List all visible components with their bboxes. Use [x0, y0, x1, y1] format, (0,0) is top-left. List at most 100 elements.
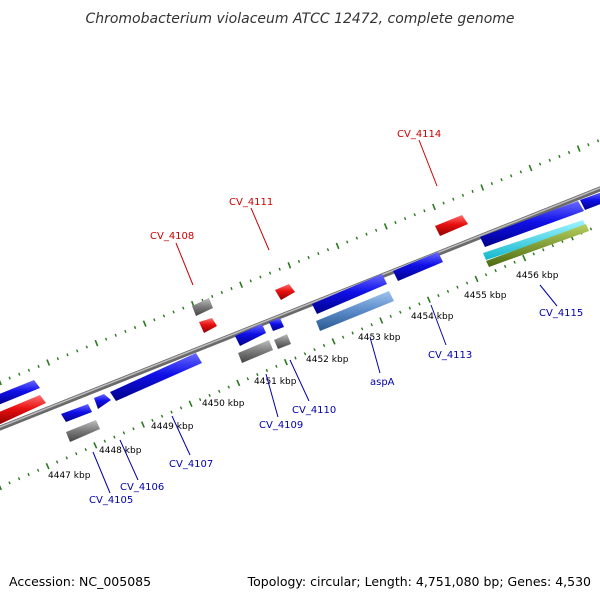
cds-reverse[interactable]	[435, 215, 468, 236]
tick-minor	[172, 310, 175, 314]
cds-forward[interactable]	[0, 380, 40, 405]
tick-minor	[294, 356, 297, 360]
tick-minor	[494, 269, 497, 273]
gene-label-CV_4108[interactable]: CV_4108	[150, 231, 194, 242]
tick-minor	[423, 209, 426, 213]
tick-major	[383, 223, 388, 230]
tick-major	[576, 145, 581, 152]
tick-minor	[75, 349, 79, 353]
tick-minor	[589, 227, 593, 231]
tick-minor	[317, 252, 320, 256]
tick-minor	[374, 228, 378, 232]
tick-major	[239, 281, 244, 289]
gene-label-CV_4111[interactable]: CV_4111	[229, 197, 273, 208]
tick-minor	[211, 294, 214, 298]
kbp-label: 4449 kbp	[151, 422, 194, 432]
tick-major	[45, 462, 50, 470]
tick-minor	[519, 170, 523, 174]
tick-minor	[370, 323, 373, 327]
gene-label-CV_4110[interactable]: CV_4110	[292, 405, 336, 416]
tick-minor	[326, 248, 330, 252]
tick-minor	[413, 213, 416, 217]
cds-reverse[interactable]	[0, 395, 46, 425]
gene-label-CV_4114[interactable]: CV_4114	[397, 129, 441, 140]
tick-major	[432, 203, 436, 211]
gene-label-CV_4109[interactable]: CV_4109	[259, 420, 303, 431]
tick-major	[0, 379, 2, 386]
tick-minor	[548, 158, 551, 162]
tick-minor	[8, 481, 11, 485]
cds-forward[interactable]	[110, 353, 202, 401]
tick-minor	[113, 435, 116, 439]
gene-label-CV_4113[interactable]: CV_4113	[428, 350, 472, 361]
rna-gene[interactable]	[192, 298, 213, 316]
tick-minor	[133, 325, 137, 330]
tick-minor	[75, 452, 78, 456]
tick-minor	[182, 306, 185, 310]
tick-minor	[55, 460, 59, 464]
tick-minor	[351, 331, 354, 335]
rna-gene[interactable]	[66, 420, 100, 442]
tick-minor	[153, 318, 156, 322]
kbp-label: 4453 kbp	[358, 333, 401, 343]
cds-reverse[interactable]	[199, 318, 217, 333]
kbp-label: 4447 kbp	[48, 471, 91, 481]
tick-minor	[36, 468, 40, 472]
cds-forward[interactable]	[235, 324, 266, 346]
gene-label-aspA[interactable]: aspA	[370, 377, 395, 388]
tick-major	[236, 379, 241, 387]
rna-gene[interactable]	[238, 340, 273, 363]
tick-minor	[198, 398, 202, 402]
tick-major	[379, 317, 384, 324]
cds-forward[interactable]	[580, 192, 600, 210]
map-title: Chromobacterium violaceum ATCC 12472, co…	[85, 11, 514, 27]
cds-forward[interactable]	[393, 252, 443, 281]
tick-minor	[403, 217, 407, 221]
olive-track[interactable]	[486, 224, 589, 267]
tick-minor	[27, 472, 30, 477]
tick-minor	[442, 201, 445, 205]
aspA-gene[interactable]	[316, 291, 394, 331]
tick-minor	[170, 410, 173, 414]
tick-minor	[124, 329, 127, 333]
gene-label-CV_4105[interactable]: CV_4105	[89, 495, 133, 506]
tick-minor	[85, 345, 88, 349]
cyan-track[interactable]	[483, 220, 586, 260]
cds-forward[interactable]	[480, 201, 584, 247]
tick-minor	[37, 364, 40, 368]
tick-minor	[303, 352, 307, 356]
tick-minor	[360, 327, 364, 331]
tick-minor	[465, 281, 469, 285]
tick-minor	[122, 431, 126, 435]
tick-major	[0, 485, 3, 491]
gene-label-CV_4106[interactable]: CV_4106	[120, 482, 164, 493]
tick-minor	[27, 368, 31, 372]
rna-gene[interactable]	[274, 334, 291, 349]
gene-label-CV_4115[interactable]: CV_4115	[539, 308, 583, 319]
tick-minor	[510, 174, 513, 178]
tick-minor	[220, 290, 224, 295]
tick-minor	[389, 314, 392, 318]
tick-minor	[346, 240, 349, 244]
tick-minor	[567, 150, 571, 155]
tick-minor	[456, 285, 459, 289]
tick-major	[528, 164, 533, 172]
tick-minor	[179, 406, 183, 410]
cds-forward[interactable]	[94, 394, 111, 409]
gene-label-CV_4107[interactable]: CV_4107	[169, 459, 213, 470]
kbp-label: 4454 kbp	[411, 312, 454, 322]
tick-minor	[596, 139, 600, 143]
cds-forward[interactable]	[269, 318, 284, 331]
tick-minor	[503, 264, 507, 268]
tick-minor	[132, 427, 135, 431]
tick-minor	[104, 337, 108, 341]
tick-major	[522, 254, 527, 262]
tick-minor	[452, 197, 455, 201]
cds-reverse[interactable]	[275, 284, 295, 300]
tick-minor	[538, 162, 542, 166]
cds-forward[interactable]	[61, 404, 92, 422]
cds-forward[interactable]	[312, 274, 387, 314]
tick-minor	[297, 259, 301, 263]
tick-minor	[322, 343, 326, 348]
tick-minor	[84, 448, 87, 452]
